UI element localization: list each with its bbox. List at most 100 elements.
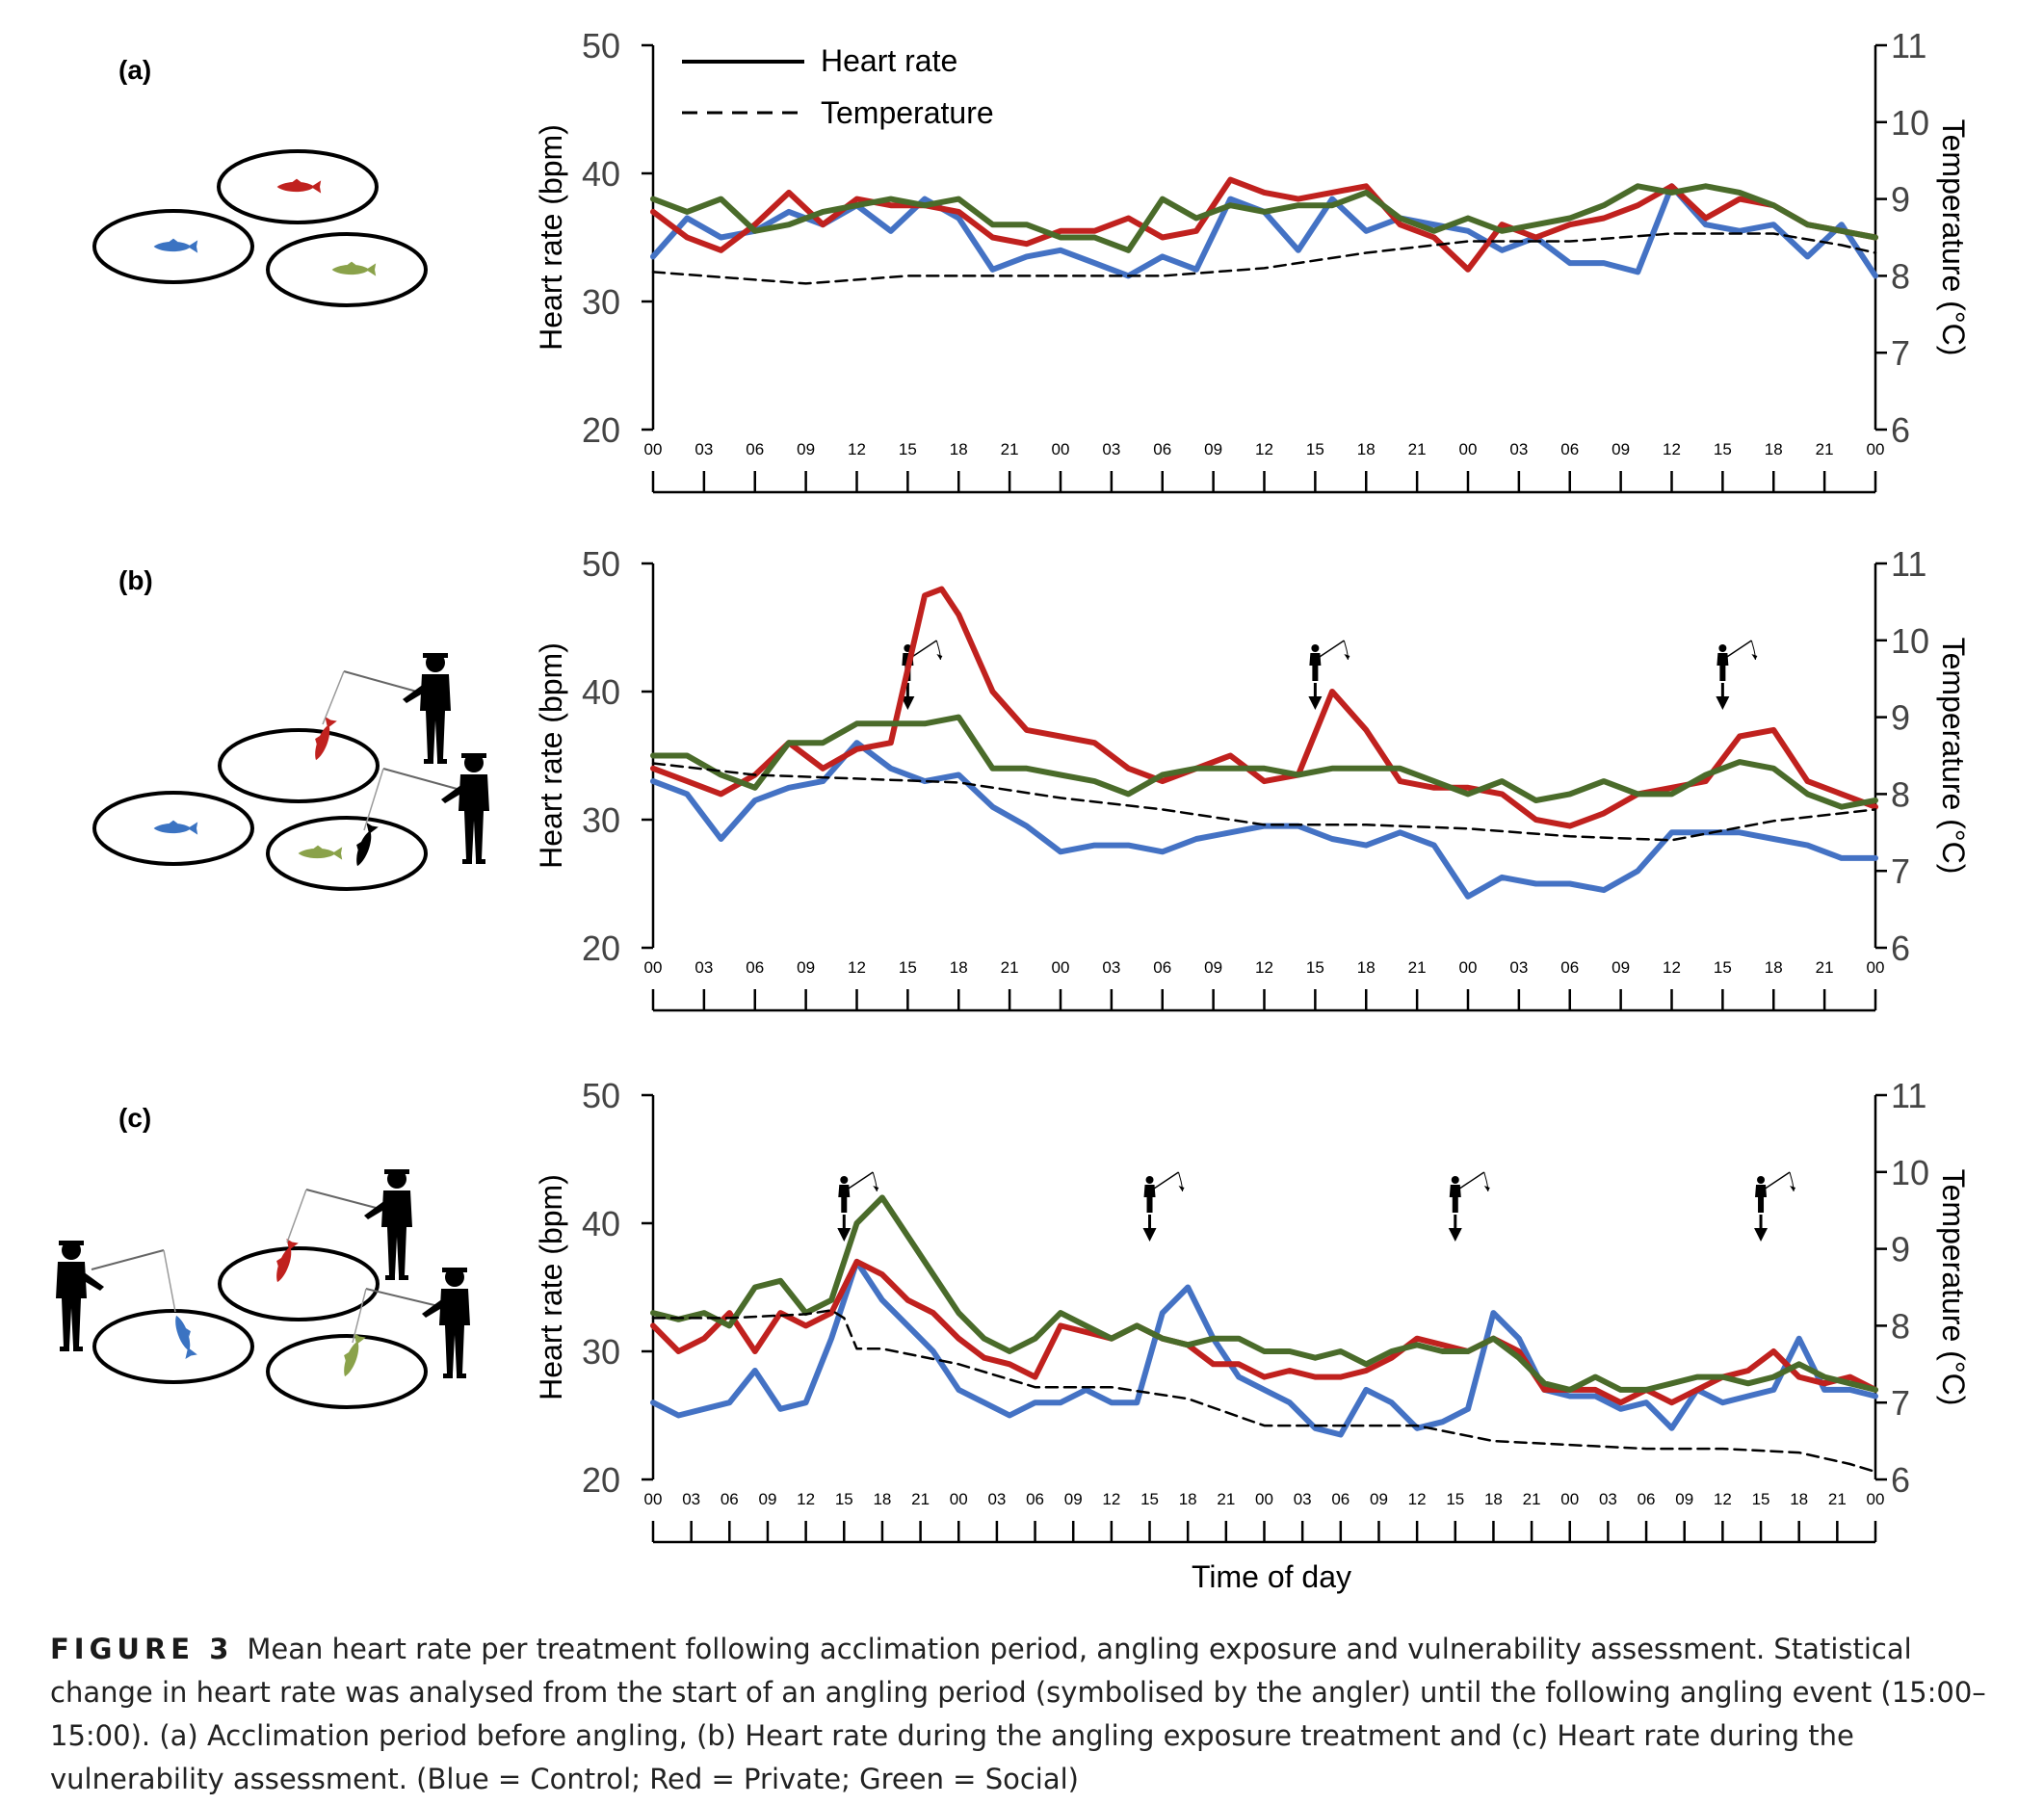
y2-tick-label: 8	[1891, 256, 1910, 296]
social-fish-icon	[298, 845, 343, 860]
chart-a: 20 30 40 50 6 7 8 9 10 11 Heart rate (bpm) Temperat…	[534, 26, 1971, 494]
x-tick-label: 15	[1714, 440, 1732, 458]
series-social-line	[650, 183, 1878, 253]
x-tick-label: 12	[848, 440, 866, 458]
tank-private	[218, 728, 380, 803]
x-tick-label: 06	[1153, 958, 1171, 977]
panel-b: (b) 20 30 40 50 6 7 8 9 10 11 Heart rate (bpm) Temp…	[92, 544, 1971, 1012]
x-axis-title: Time of day	[1192, 1559, 1351, 1594]
x-tick-label: 03	[694, 958, 713, 977]
panel-a: (a) 20 30 40 50 6 7 8 9 10 11 Heart rate (bpm) Temp…	[92, 26, 1971, 494]
fishing-line	[382, 768, 461, 791]
y-tick-label: 20	[582, 929, 620, 968]
fishing-line	[343, 670, 425, 694]
tank-private	[217, 149, 379, 224]
y-tick-label: 40	[582, 154, 620, 194]
x-tick-label: 03	[1509, 958, 1528, 977]
panel-a-schematic	[92, 149, 428, 307]
control-fish-icon	[153, 238, 198, 253]
y-tick-label: 30	[582, 1332, 620, 1372]
legend: Heart rate Temperature	[682, 43, 994, 130]
series-control-line	[650, 183, 1878, 279]
tank-social	[266, 232, 428, 307]
y2-tick-label: 6	[1891, 410, 1910, 450]
y2-tick-label: 9	[1891, 698, 1910, 738]
x-tick-label: 03	[1599, 1490, 1617, 1508]
x-tick-label: 06	[1560, 440, 1579, 458]
x-tick-label: 12	[1255, 958, 1273, 977]
series-temperature-line	[651, 1309, 1877, 1474]
x-tick-label: 15	[1140, 1490, 1159, 1508]
x-tick-label: 12	[1102, 1490, 1120, 1508]
tank-private	[218, 1246, 380, 1321]
hooked-social-fish-icon	[337, 1332, 366, 1379]
x-tick-label: 21	[1001, 958, 1019, 977]
series-temperature-line	[651, 232, 1877, 285]
y2-tick-label: 8	[1891, 774, 1910, 814]
x-tick-label: 18	[1357, 958, 1376, 977]
x-tick-label: 15	[899, 958, 917, 977]
y2-axis-title: Temperature (°C)	[1936, 638, 1971, 875]
tank-control	[92, 209, 254, 284]
legend-heart-rate-label: Heart rate	[821, 43, 957, 78]
x-tick-label: 18	[1765, 440, 1783, 458]
chart-c: 20 30 40 50 6 7 8 9 10 11 Heart rate (bpm) Temperat…	[534, 1076, 1971, 1544]
x-tick-label: 15	[1714, 958, 1732, 977]
hooked-control-fish-icon	[170, 1312, 199, 1359]
x-tick-label: 12	[848, 958, 866, 977]
x-tick-label: 12	[1663, 958, 1681, 977]
figure-caption: FIGURE 3 Mean heart rate per treatment fo…	[50, 1628, 2015, 1801]
x-tick-label: 06	[1560, 958, 1579, 977]
control-fish-icon	[153, 820, 198, 835]
tank-social	[266, 1334, 428, 1409]
y2-tick-label: 9	[1891, 1230, 1910, 1269]
fishing-line	[352, 1288, 367, 1344]
chart-b: 20 30 40 50 6 7 8 9 10 11 Heart rate (bpm) Temperat…	[534, 544, 1971, 1012]
panel-c-schematic	[56, 1169, 470, 1409]
angling-event-marker	[1447, 1170, 1492, 1243]
y2-tick-label: 7	[1891, 333, 1910, 373]
y2-tick-label: 10	[1891, 621, 1929, 661]
x-tick-label: 18	[950, 958, 968, 977]
fishing-line	[91, 1249, 165, 1270]
panel-c: (c) 20 30 40 50 6 7 8 9 10 11 Heart rate (bpm) Temp…	[56, 1076, 1971, 1594]
y2-tick-label: 10	[1891, 103, 1929, 143]
fishing-line	[163, 1249, 176, 1313]
x-tick-label: 21	[1408, 440, 1427, 458]
series-private-line	[650, 176, 1878, 273]
panel-a-label: (a)	[118, 55, 151, 85]
x-tick-label: 03	[1294, 1490, 1312, 1508]
y-axis-title: Heart rate (bpm)	[534, 642, 568, 869]
x-tick-label: 09	[797, 958, 815, 977]
x-tick-label: 00	[950, 1490, 968, 1508]
y2-tick-label: 10	[1891, 1153, 1929, 1192]
series-control-line	[650, 740, 1878, 900]
angler-icon	[364, 1169, 412, 1280]
x-tick-label: 09	[1204, 958, 1222, 977]
x-tick-label: 18	[950, 440, 968, 458]
x-tick-label: 18	[1179, 1490, 1197, 1508]
x-tick-label: 15	[835, 1490, 853, 1508]
x-tick-label: 21	[1217, 1490, 1235, 1508]
x-tick-label: 00	[1459, 958, 1478, 977]
x-tick-label: 18	[1484, 1490, 1503, 1508]
panel-c-label: (c)	[118, 1103, 151, 1133]
y-tick-label: 50	[582, 26, 620, 65]
angler-icon	[441, 753, 489, 864]
series-temperature-line	[651, 762, 1877, 842]
tank-control	[92, 1309, 254, 1384]
x-tick-label: 15	[1752, 1490, 1770, 1508]
y-tick-label: 50	[582, 1076, 620, 1115]
x-tick-label: 21	[1816, 440, 1834, 458]
y2-tick-label: 7	[1891, 1383, 1910, 1423]
hooked-private-fish-icon	[270, 1238, 299, 1285]
x-tick-label: 00	[644, 440, 663, 458]
y-tick-label: 40	[582, 1204, 620, 1243]
series-social-line	[650, 714, 1878, 810]
series-private-line	[650, 1258, 1878, 1406]
fishing-line	[322, 670, 345, 725]
x-tick-label: 06	[746, 958, 764, 977]
x-tick-label: 21	[1828, 1490, 1847, 1508]
x-tick-label: 00	[1867, 1490, 1885, 1508]
x-tick-label: 15	[1306, 440, 1324, 458]
